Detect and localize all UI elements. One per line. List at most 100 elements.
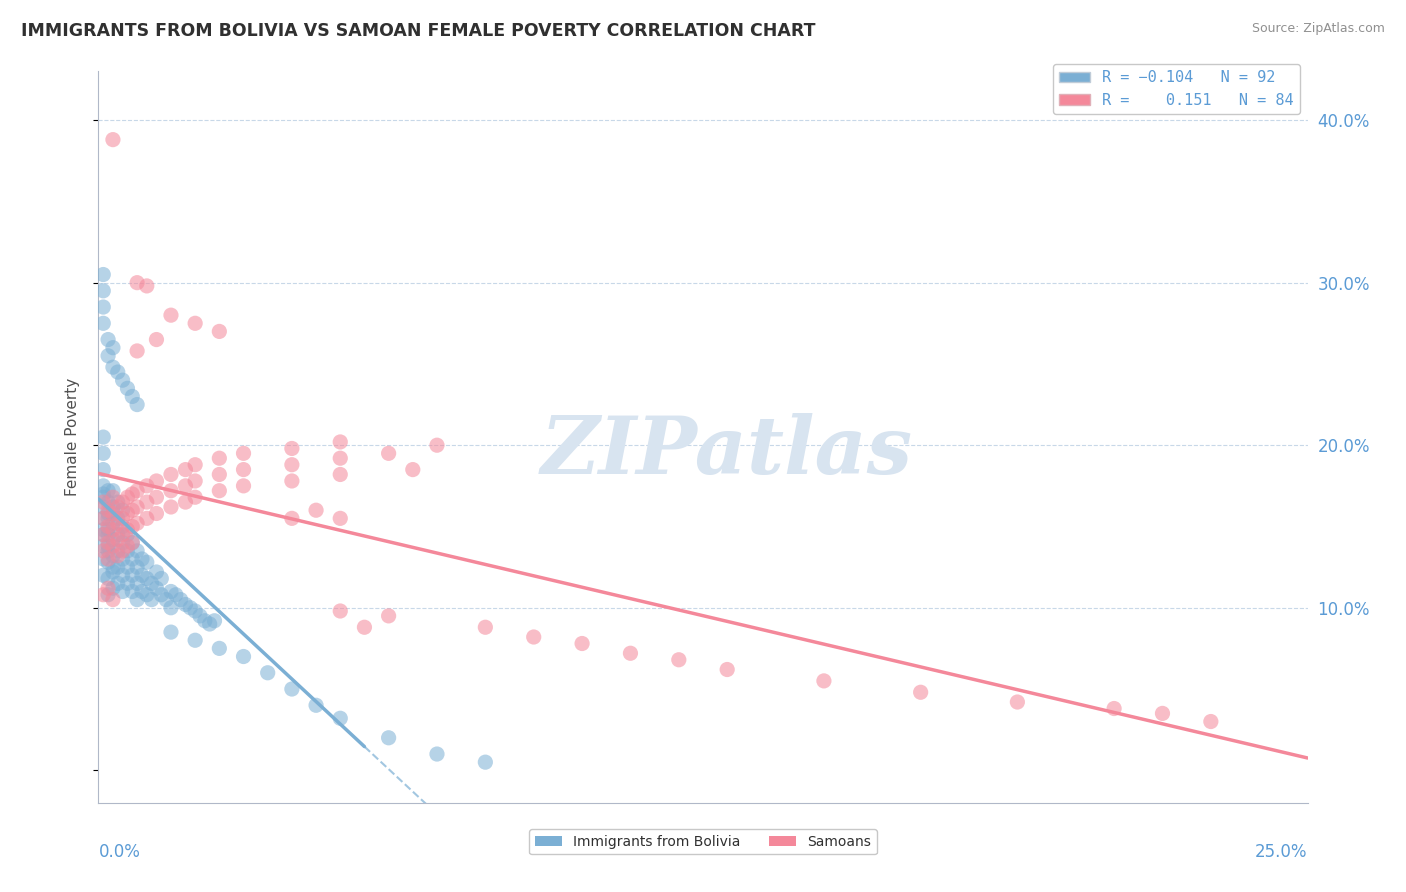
Point — [377, 608, 399, 623]
Point — [281, 511, 304, 525]
Point — [135, 495, 157, 509]
Point — [184, 604, 207, 618]
Point — [145, 581, 167, 595]
Point — [716, 663, 738, 677]
Text: IMMIGRANTS FROM BOLIVIA VS SAMOAN FEMALE POVERTY CORRELATION CHART: IMMIGRANTS FROM BOLIVIA VS SAMOAN FEMALE… — [21, 22, 815, 40]
Point — [571, 636, 593, 650]
Point — [179, 600, 201, 615]
Point — [97, 333, 120, 347]
Point — [107, 511, 129, 525]
Point — [97, 519, 120, 533]
Point — [281, 681, 304, 696]
Point — [91, 268, 114, 282]
Point — [97, 572, 120, 586]
Point — [184, 316, 207, 330]
Point — [91, 479, 114, 493]
Point — [117, 381, 139, 395]
Point — [91, 511, 114, 525]
Point — [1102, 701, 1125, 715]
Point — [97, 539, 120, 553]
Point — [91, 527, 114, 541]
Point — [111, 568, 134, 582]
Point — [402, 462, 425, 476]
Point — [141, 576, 163, 591]
Point — [131, 568, 153, 582]
Point — [184, 458, 207, 472]
Point — [97, 552, 120, 566]
Point — [184, 490, 207, 504]
Text: 0.0%: 0.0% — [98, 843, 141, 861]
Point — [121, 535, 143, 549]
Point — [174, 495, 197, 509]
Point — [91, 284, 114, 298]
Point — [131, 584, 153, 599]
Point — [97, 503, 120, 517]
Point — [329, 451, 352, 466]
Point — [91, 495, 114, 509]
Point — [329, 511, 352, 525]
Point — [305, 698, 328, 713]
Point — [97, 527, 120, 541]
Point — [91, 490, 114, 504]
Point — [208, 451, 231, 466]
Point — [188, 608, 211, 623]
Point — [329, 604, 352, 618]
Point — [91, 588, 114, 602]
Point — [150, 572, 173, 586]
Point — [101, 592, 124, 607]
Point — [91, 523, 114, 537]
Point — [165, 588, 187, 602]
Point — [131, 552, 153, 566]
Point — [169, 592, 191, 607]
Point — [523, 630, 546, 644]
Point — [668, 653, 690, 667]
Legend: Immigrants from Bolivia, Samoans: Immigrants from Bolivia, Samoans — [529, 830, 877, 855]
Point — [155, 592, 177, 607]
Point — [107, 560, 129, 574]
Point — [1152, 706, 1174, 721]
Point — [101, 516, 124, 531]
Point — [232, 446, 254, 460]
Point — [121, 519, 143, 533]
Point — [281, 458, 304, 472]
Point — [198, 617, 221, 632]
Point — [208, 467, 231, 482]
Point — [145, 565, 167, 579]
Point — [474, 620, 496, 634]
Point — [91, 316, 114, 330]
Point — [101, 341, 124, 355]
Point — [107, 527, 129, 541]
Point — [91, 511, 114, 525]
Point — [97, 588, 120, 602]
Point — [353, 620, 375, 634]
Point — [127, 516, 149, 531]
Point — [117, 507, 139, 521]
Point — [256, 665, 278, 680]
Point — [127, 576, 149, 591]
Point — [121, 568, 143, 582]
Point — [121, 535, 143, 549]
Point — [97, 535, 120, 549]
Point — [111, 527, 134, 541]
Point — [107, 365, 129, 379]
Point — [232, 462, 254, 476]
Point — [910, 685, 932, 699]
Point — [184, 633, 207, 648]
Point — [97, 511, 120, 525]
Point — [107, 516, 129, 531]
Point — [145, 333, 167, 347]
Point — [1199, 714, 1222, 729]
Point — [160, 625, 183, 640]
Point — [813, 673, 835, 688]
Point — [97, 483, 120, 498]
Point — [377, 446, 399, 460]
Point — [121, 584, 143, 599]
Point — [208, 483, 231, 498]
Point — [127, 398, 149, 412]
Point — [97, 555, 120, 569]
Point — [127, 276, 149, 290]
Point — [160, 467, 183, 482]
Point — [150, 588, 173, 602]
Point — [101, 360, 124, 375]
Point — [305, 503, 328, 517]
